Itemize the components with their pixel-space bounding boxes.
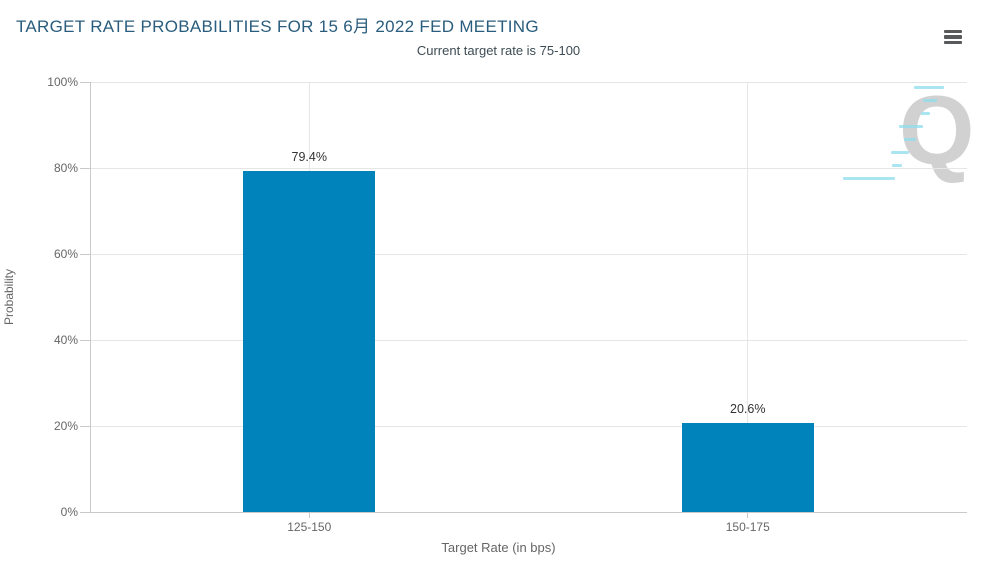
gridline-v-150-175	[747, 82, 749, 512]
x-axis-line	[90, 511, 967, 513]
x-axis-tick-125-150	[308, 512, 310, 518]
x-tick-label-125-150: 125-150	[287, 520, 332, 534]
y-tick-label-100: 100%	[47, 75, 78, 89]
y-axis-line	[89, 82, 91, 513]
y-tick-label-20: 20%	[53, 419, 78, 433]
chart-title: TARGET RATE PROBABILITIES FOR 15 6月 2022…	[16, 17, 539, 36]
y-axis-tick-40	[80, 339, 90, 341]
gridline-h-20	[90, 425, 967, 427]
y-axis-tick-0	[80, 511, 90, 513]
x-tick-label-150-175: 150-175	[725, 520, 770, 534]
chart-subtitle: Current target rate is 75-100	[416, 43, 581, 58]
y-axis-title: Probability	[2, 268, 16, 326]
chart-context-menu-button[interactable]	[941, 25, 965, 49]
y-tick-label-0: 0%	[60, 505, 78, 519]
bar-150-175[interactable]	[681, 423, 814, 512]
y-axis-tick-60	[80, 253, 90, 255]
gridline-h-40	[90, 339, 967, 341]
gridline-h-80	[90, 167, 967, 169]
y-tick-label-80: 80%	[53, 161, 78, 175]
y-tick-label-60: 60%	[53, 247, 78, 261]
bar-125-150[interactable]	[243, 170, 376, 512]
gridline-h-60	[90, 253, 967, 255]
bar-value-label-150-175: 20.6%	[730, 402, 766, 417]
y-axis-tick-80	[80, 167, 90, 169]
hamburger-menu-icon	[944, 29, 962, 45]
bar-value-label-125-150: 79.4%	[291, 149, 327, 164]
y-tick-label-40: 40%	[53, 333, 78, 347]
x-axis-title: Target Rate (in bps)	[441, 540, 556, 555]
y-axis-tick-100	[80, 81, 90, 83]
y-axis-tick-20	[80, 425, 90, 427]
gridline-h-100	[90, 81, 967, 83]
x-axis-tick-150-175	[747, 512, 749, 518]
